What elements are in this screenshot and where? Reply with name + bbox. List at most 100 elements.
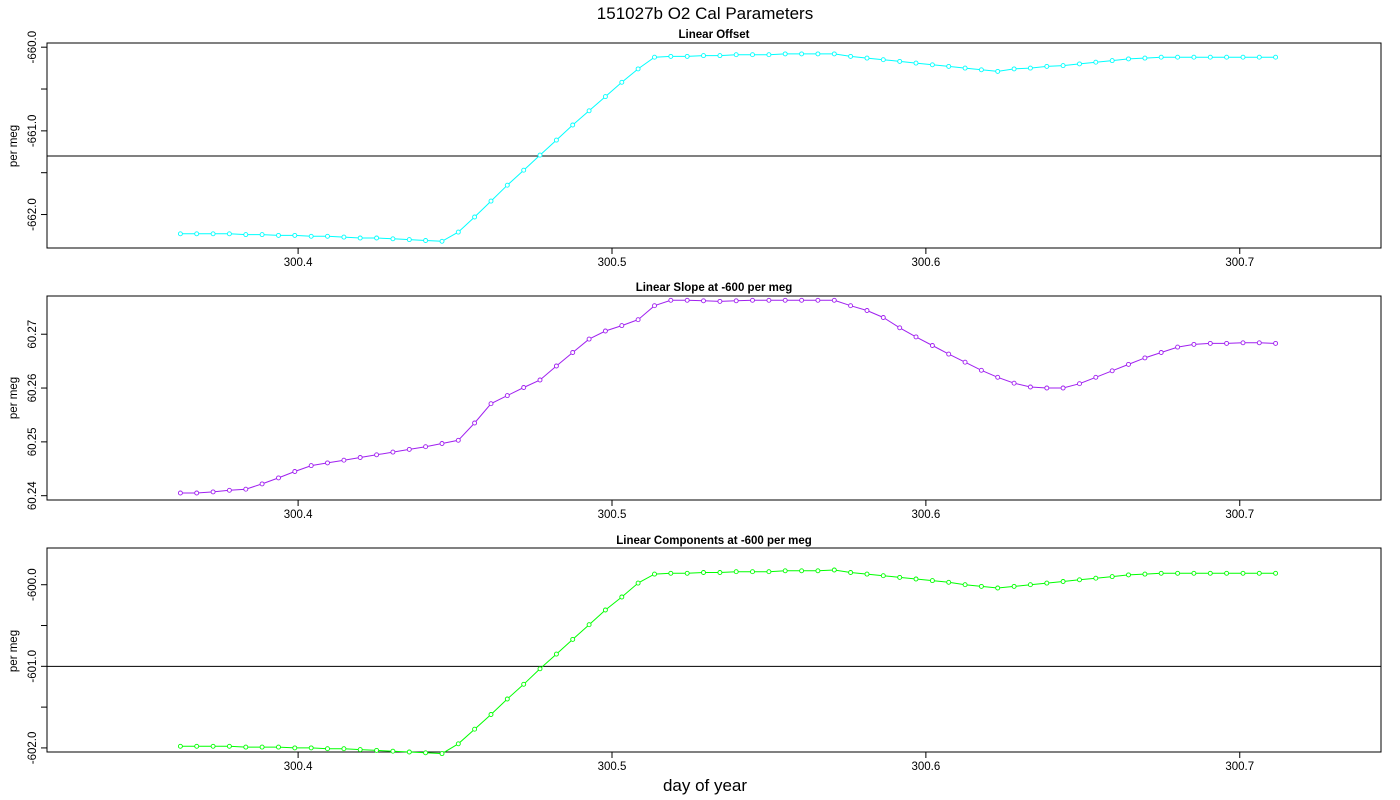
y-axis-label: per meg: [8, 377, 20, 419]
data-point: [1142, 55, 1148, 61]
data-point: [1027, 582, 1033, 588]
data-point: [210, 231, 216, 237]
data-point: [668, 570, 674, 576]
data-point: [619, 323, 625, 329]
data-point: [390, 748, 396, 754]
data-point: [374, 235, 380, 241]
data-point: [1027, 65, 1033, 71]
data-point: [177, 231, 183, 237]
data-point: [978, 67, 984, 73]
series-line: [180, 569, 1276, 755]
data-point: [864, 571, 870, 577]
data-point: [1027, 384, 1033, 390]
data-point: [652, 54, 657, 60]
data-point: [455, 229, 461, 235]
data-point: [1093, 575, 1099, 581]
data-point: [782, 51, 788, 57]
data-point: [929, 343, 935, 348]
data-point: [1158, 350, 1164, 355]
data-point: [635, 317, 641, 323]
y-tick-label: -662.0: [27, 198, 39, 231]
data-point: [1011, 583, 1017, 589]
data-point: [357, 747, 363, 753]
data-point: [1158, 54, 1164, 60]
data-point: [537, 377, 543, 383]
data-point: [766, 52, 772, 58]
data-point: [880, 315, 886, 320]
y-tick-label: 60.26: [27, 374, 39, 403]
data-point: [815, 297, 821, 303]
series-line: [180, 53, 1276, 242]
panel-linear-slope: Linear Slope at -600 per meg per meg 300…: [8, 282, 1382, 521]
plot-frame: [46, 547, 1382, 753]
data-point: [226, 743, 232, 749]
data-point: [325, 233, 330, 239]
data-point: [521, 385, 527, 390]
data-point: [766, 569, 772, 575]
data-point: [472, 420, 478, 426]
data-point: [243, 486, 249, 492]
data-point: [243, 744, 249, 750]
data-point: [962, 582, 968, 588]
data-point: [1011, 66, 1017, 72]
data-point: [717, 53, 723, 59]
data-point: [619, 79, 625, 85]
y-tick-label: 60.25: [27, 427, 39, 456]
data-point: [684, 297, 690, 303]
data-point: [210, 489, 216, 495]
y-tick-label: -600.0: [27, 568, 39, 601]
data-point: [733, 569, 739, 575]
data-point: [995, 374, 1001, 380]
data-point: [1060, 385, 1066, 391]
data-point: [831, 51, 837, 57]
y-axis-label: per meg: [8, 630, 20, 672]
data-point: [259, 744, 265, 750]
data-point: [553, 137, 559, 143]
data-point: [815, 568, 821, 574]
data-point: [325, 460, 330, 466]
data-point: [1109, 368, 1115, 374]
data-point: [684, 53, 690, 59]
data-point: [1224, 340, 1230, 346]
data-point: [897, 58, 903, 64]
data-point: [341, 746, 347, 752]
data-point: [570, 350, 576, 355]
data-point: [439, 751, 445, 757]
data-point: [472, 726, 478, 732]
data-point: [701, 53, 706, 59]
data-point: [864, 55, 870, 61]
plot-frame: [46, 295, 1382, 501]
data-point: [652, 303, 657, 309]
data-point: [864, 308, 870, 313]
data-point: [488, 712, 494, 717]
panel-linear-components: Linear Components at -600 per meg per me…: [8, 535, 1382, 773]
data-point: [1109, 574, 1115, 580]
data-point: [1126, 572, 1131, 578]
data-point: [750, 297, 755, 303]
y-tick-label: 60.27: [27, 320, 39, 349]
data-point: [1175, 570, 1181, 576]
data-point: [504, 182, 510, 188]
data-point: [276, 475, 281, 481]
data-point: [962, 65, 968, 71]
data-point: [652, 571, 657, 577]
data-point: [635, 580, 641, 586]
data-point: [750, 569, 755, 575]
data-point: [406, 237, 412, 243]
x-tick-label: 300.6: [911, 509, 940, 521]
data-point: [766, 297, 772, 303]
data-point: [701, 570, 706, 575]
data-point: [406, 749, 412, 755]
data-point: [194, 490, 200, 496]
data-point: [472, 214, 478, 220]
figure-title: 151027b O2 Cal Parameters: [597, 4, 813, 23]
data-point: [1224, 570, 1230, 576]
data-point: [537, 666, 543, 672]
data-point: [341, 234, 347, 240]
data-point: [1142, 571, 1148, 577]
data-point: [504, 393, 510, 399]
data-point: [406, 446, 412, 452]
data-point: [848, 53, 854, 59]
data-point: [929, 62, 935, 68]
